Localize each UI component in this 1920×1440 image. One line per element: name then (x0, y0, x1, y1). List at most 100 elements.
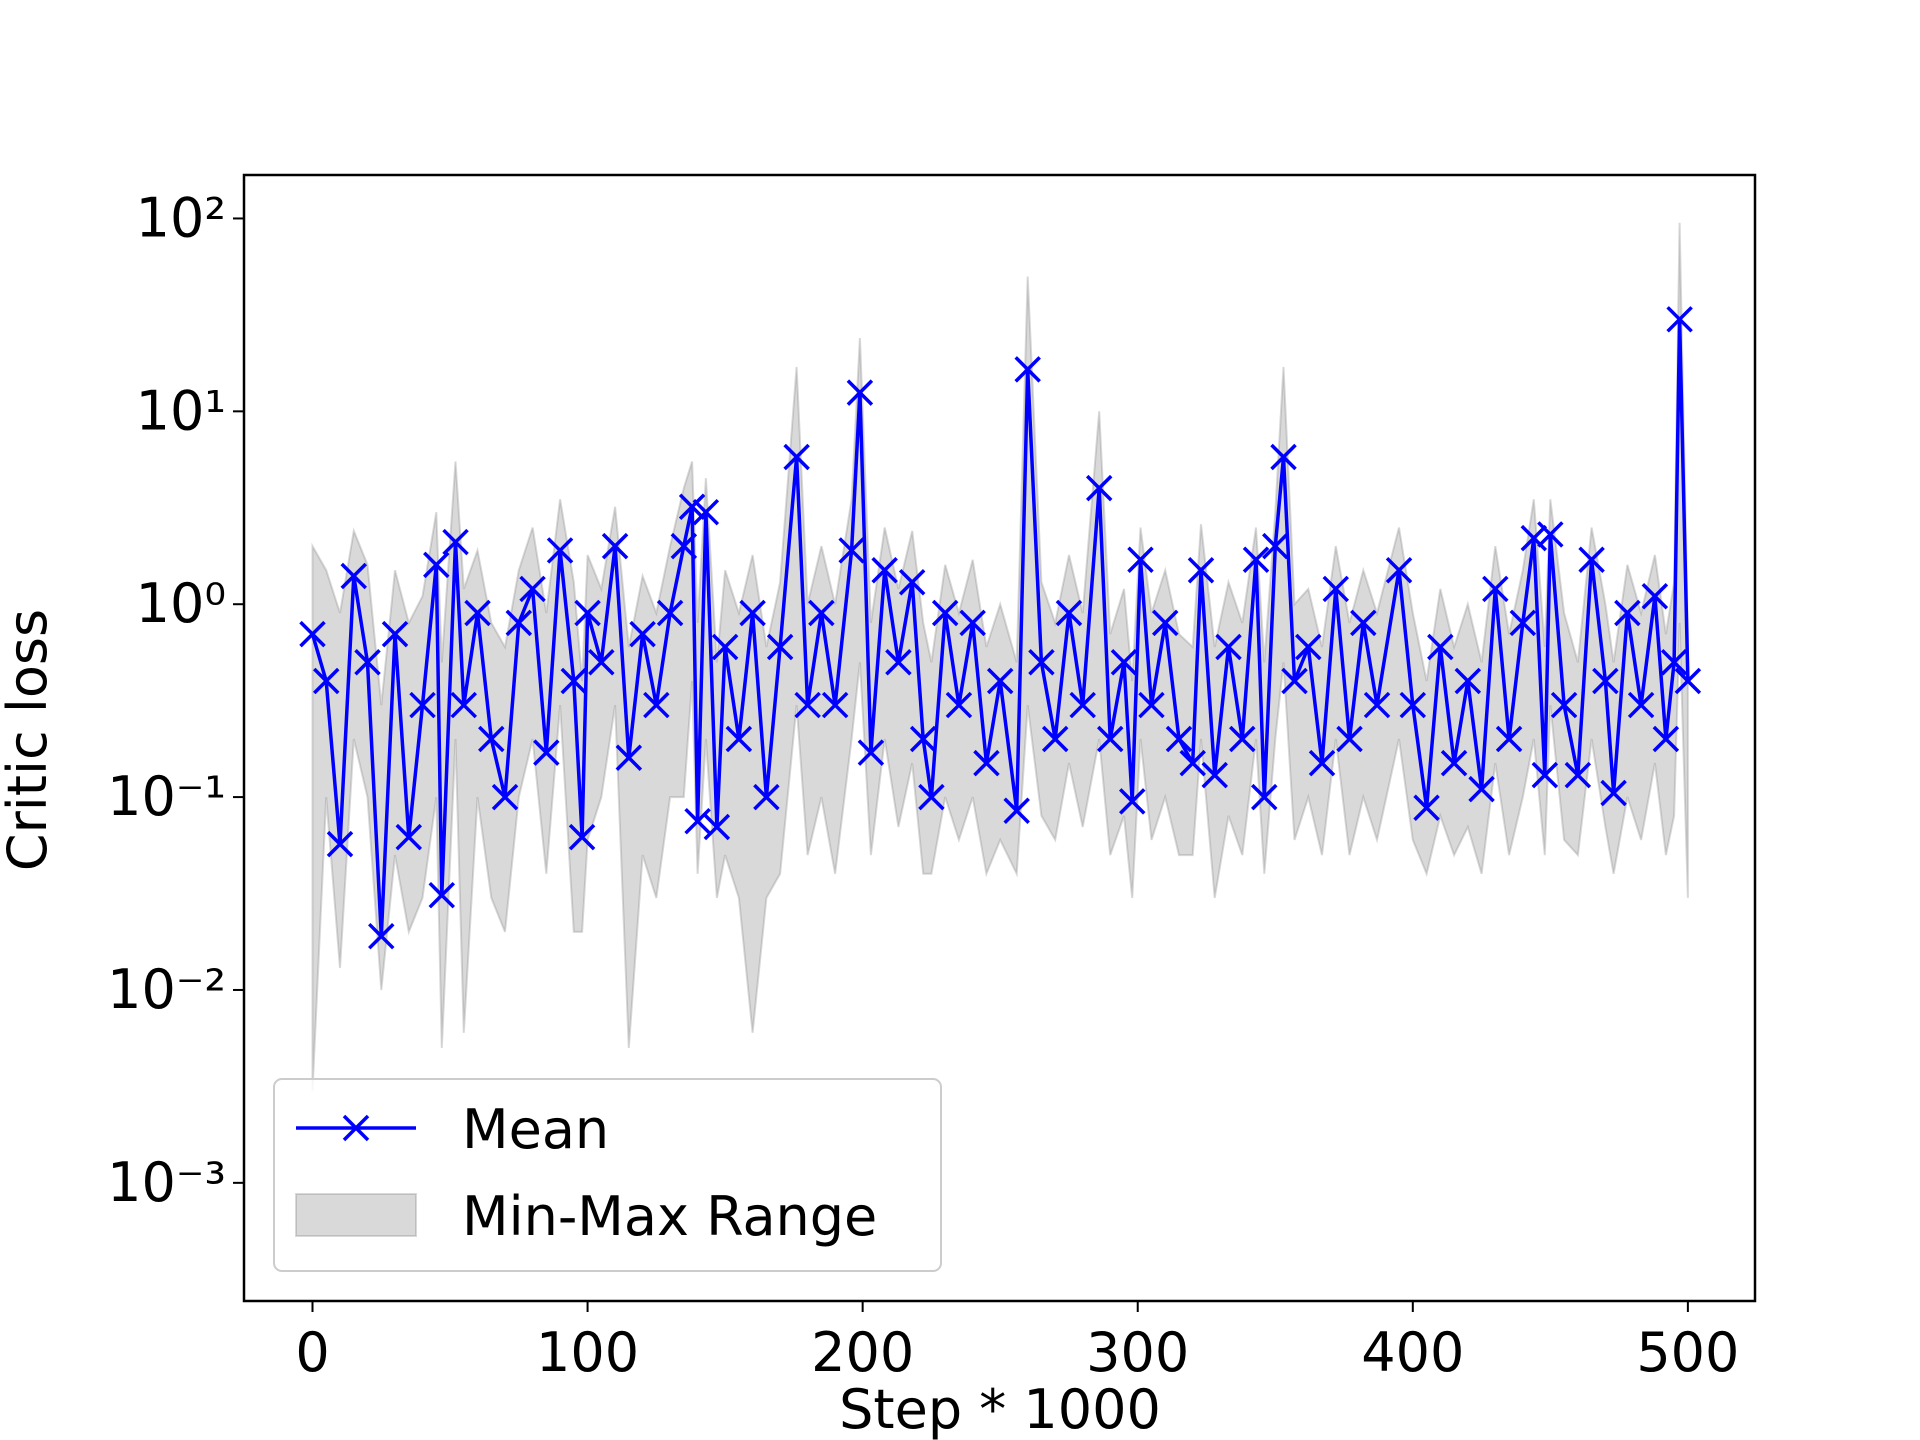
marker (898, 568, 926, 596)
marker (1069, 691, 1096, 719)
marker (739, 599, 766, 627)
legend-label: Mean (462, 1098, 609, 1161)
marker (340, 562, 367, 590)
marker (1138, 691, 1165, 719)
marker (766, 633, 794, 661)
marker (857, 739, 885, 766)
marker (656, 599, 684, 627)
marker (678, 493, 706, 521)
marker (1336, 725, 1363, 753)
marker (918, 783, 945, 811)
marker (1028, 649, 1055, 676)
marker (1550, 691, 1578, 719)
marker (546, 537, 574, 564)
marker (1308, 749, 1336, 777)
marker (703, 813, 731, 841)
x-tick-label: 500 (1636, 1321, 1739, 1384)
plot-area (299, 222, 1702, 1091)
marker (601, 532, 629, 560)
marker (1674, 667, 1702, 695)
marker (1215, 633, 1242, 661)
marker (368, 922, 395, 950)
marker (519, 575, 546, 603)
marker (794, 691, 821, 719)
marker (1229, 725, 1256, 753)
marker (1179, 749, 1206, 777)
y-tick-label: 10² (136, 186, 226, 249)
y-tick-label: 10⁻¹ (107, 765, 226, 828)
marker (1440, 749, 1468, 777)
marker (1537, 521, 1564, 548)
marker (1600, 779, 1627, 807)
marker (1641, 582, 1669, 610)
marker (560, 667, 588, 695)
y-tick-label: 10⁰ (136, 572, 226, 635)
marker (1041, 725, 1069, 753)
marker (1482, 575, 1509, 603)
marker (1085, 474, 1113, 502)
marker (945, 691, 973, 719)
y-tick-label: 10⁻² (107, 958, 226, 1021)
marker (986, 667, 1014, 695)
marker (1614, 599, 1641, 627)
y-tick-label: 10¹ (136, 379, 226, 442)
marker (753, 783, 780, 811)
marker (1652, 725, 1680, 753)
marker (931, 599, 959, 627)
marker (354, 649, 381, 676)
marker (692, 498, 720, 526)
marker (885, 649, 912, 676)
marker (643, 691, 670, 719)
marker (1509, 609, 1537, 637)
legend-patch (295, 1193, 417, 1237)
marker (1454, 667, 1482, 695)
marker (808, 599, 835, 627)
marker (1578, 546, 1605, 574)
legend-marker (342, 1114, 370, 1142)
legend-box (273, 1078, 942, 1272)
marker (1262, 532, 1289, 560)
marker (670, 532, 698, 560)
marker (1096, 725, 1124, 753)
marker (821, 691, 849, 719)
marker (1592, 667, 1619, 695)
marker (846, 379, 874, 406)
marker (1350, 609, 1377, 637)
marker (1363, 691, 1391, 719)
marker (588, 649, 615, 676)
marker (1014, 356, 1041, 383)
marker (428, 881, 456, 909)
marker (711, 633, 739, 661)
marker (909, 725, 937, 753)
min-max-band (311, 222, 1689, 1091)
marker (395, 823, 423, 851)
marker (1201, 761, 1228, 789)
marker (1385, 557, 1413, 584)
marker (478, 725, 505, 753)
marker (464, 599, 491, 627)
marker (299, 620, 326, 648)
x-axis-label: Step * 1000 (839, 1378, 1161, 1440)
marker (1295, 633, 1322, 661)
marker (1531, 761, 1559, 789)
marker (450, 691, 478, 719)
marker (381, 620, 409, 648)
marker (409, 691, 436, 719)
marker (1110, 649, 1138, 676)
marker (1666, 306, 1693, 333)
marker (1270, 443, 1297, 471)
y-axis-label: Critic loss (0, 609, 59, 871)
marker (871, 557, 898, 584)
marker (491, 783, 519, 811)
marker (1520, 524, 1548, 552)
marker (973, 749, 1000, 777)
marker (1413, 794, 1440, 822)
marker (1165, 725, 1193, 753)
marker (1281, 667, 1308, 695)
marker (838, 537, 865, 564)
marker (442, 528, 469, 556)
marker (1118, 788, 1146, 815)
x-tick-label: 0 (295, 1321, 329, 1384)
